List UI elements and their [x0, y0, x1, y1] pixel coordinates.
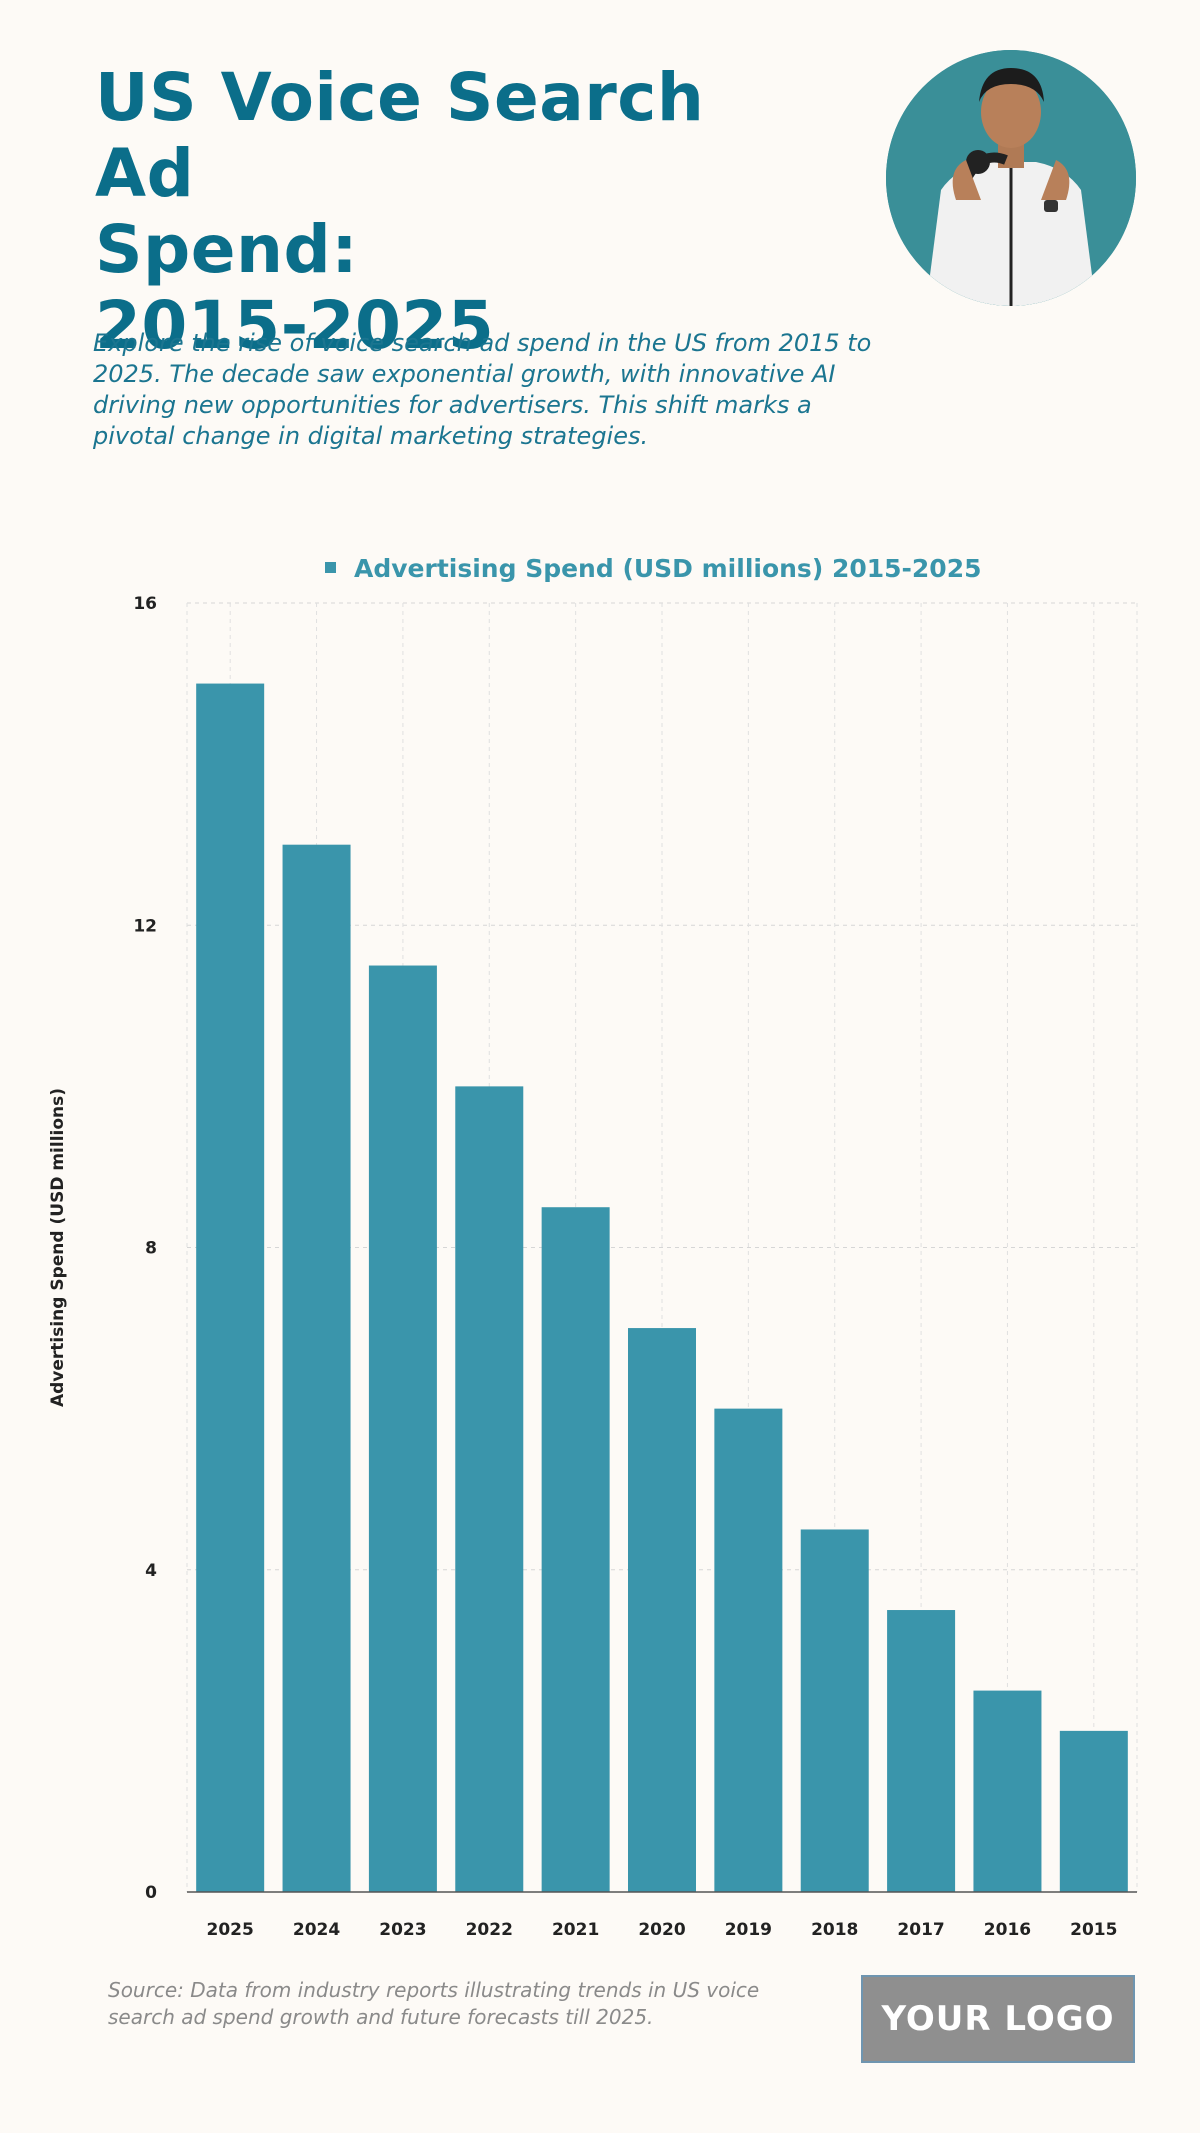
y-tick-label: 4 — [145, 1561, 157, 1581]
x-tick-label: 2018 — [811, 1920, 858, 1940]
avatar — [886, 50, 1136, 306]
bar-2022 — [455, 1086, 524, 1892]
logo-placeholder: YOUR LOGO — [861, 1975, 1135, 2063]
person-illustration — [886, 50, 1136, 306]
bar-2015 — [1059, 1730, 1128, 1892]
title-line-2: Spend: — [95, 211, 359, 288]
bar-2019 — [714, 1408, 783, 1892]
bar-2021 — [541, 1207, 610, 1892]
legend-label: Advertising Spend (USD millions) 2015-20… — [354, 554, 981, 583]
source-note: Source: Data from industry reports illus… — [108, 1978, 760, 2029]
bar-2016 — [973, 1690, 1042, 1892]
page-title: US Voice Search Ad Spend: 2015-2025 — [95, 60, 795, 364]
y-tick-label: 12 — [133, 916, 157, 936]
axis-layer: 0 4 8 12 16 2025 2024 2023 2022 2021 2020 2019 2018 2… — [48, 594, 1137, 1940]
bar-2023 — [368, 965, 437, 1892]
x-tick-label: 2019 — [725, 1920, 772, 1940]
bar-layer — [196, 683, 1128, 1892]
chart-canvas: 0 4 8 12 16 2025 2024 2023 2022 2021 2020 2019 2018 2… — [48, 554, 1138, 1940]
x-tick-label: 2023 — [379, 1920, 426, 1940]
x-tick-label: 2020 — [638, 1920, 685, 1940]
title-line-1: US Voice Search Ad — [95, 59, 705, 212]
x-tick-label: 2021 — [552, 1920, 599, 1940]
legend-swatch — [325, 562, 336, 573]
x-tick-label: 2024 — [293, 1920, 340, 1940]
bar-2018 — [800, 1529, 869, 1892]
y-tick-label: 8 — [145, 1239, 157, 1259]
y-tick-label: 16 — [133, 594, 157, 614]
x-tick-label: 2022 — [466, 1920, 513, 1940]
bar-2020 — [628, 1328, 696, 1892]
bar-chart: 0 4 8 12 16 2025 2024 2023 2022 2021 2020 2019 2018 2… — [0, 540, 1200, 1960]
y-axis-title: Advertising Spend (USD millions) — [48, 1088, 68, 1407]
x-tick-label: 2025 — [207, 1920, 254, 1940]
x-tick-label: 2017 — [897, 1920, 944, 1940]
page-description: Explore the rise of voice search ad spen… — [93, 329, 872, 450]
bar-2025 — [196, 683, 265, 1892]
bar-2017 — [887, 1610, 956, 1892]
x-tick-label: 2016 — [984, 1920, 1031, 1940]
title-line-3: 2015-2025 — [95, 287, 495, 364]
bar-2024 — [282, 844, 351, 1892]
y-tick-label: 0 — [145, 1883, 157, 1903]
x-tick-label: 2015 — [1070, 1920, 1117, 1940]
legend: Advertising Spend (USD millions) 2015-20… — [325, 554, 981, 583]
